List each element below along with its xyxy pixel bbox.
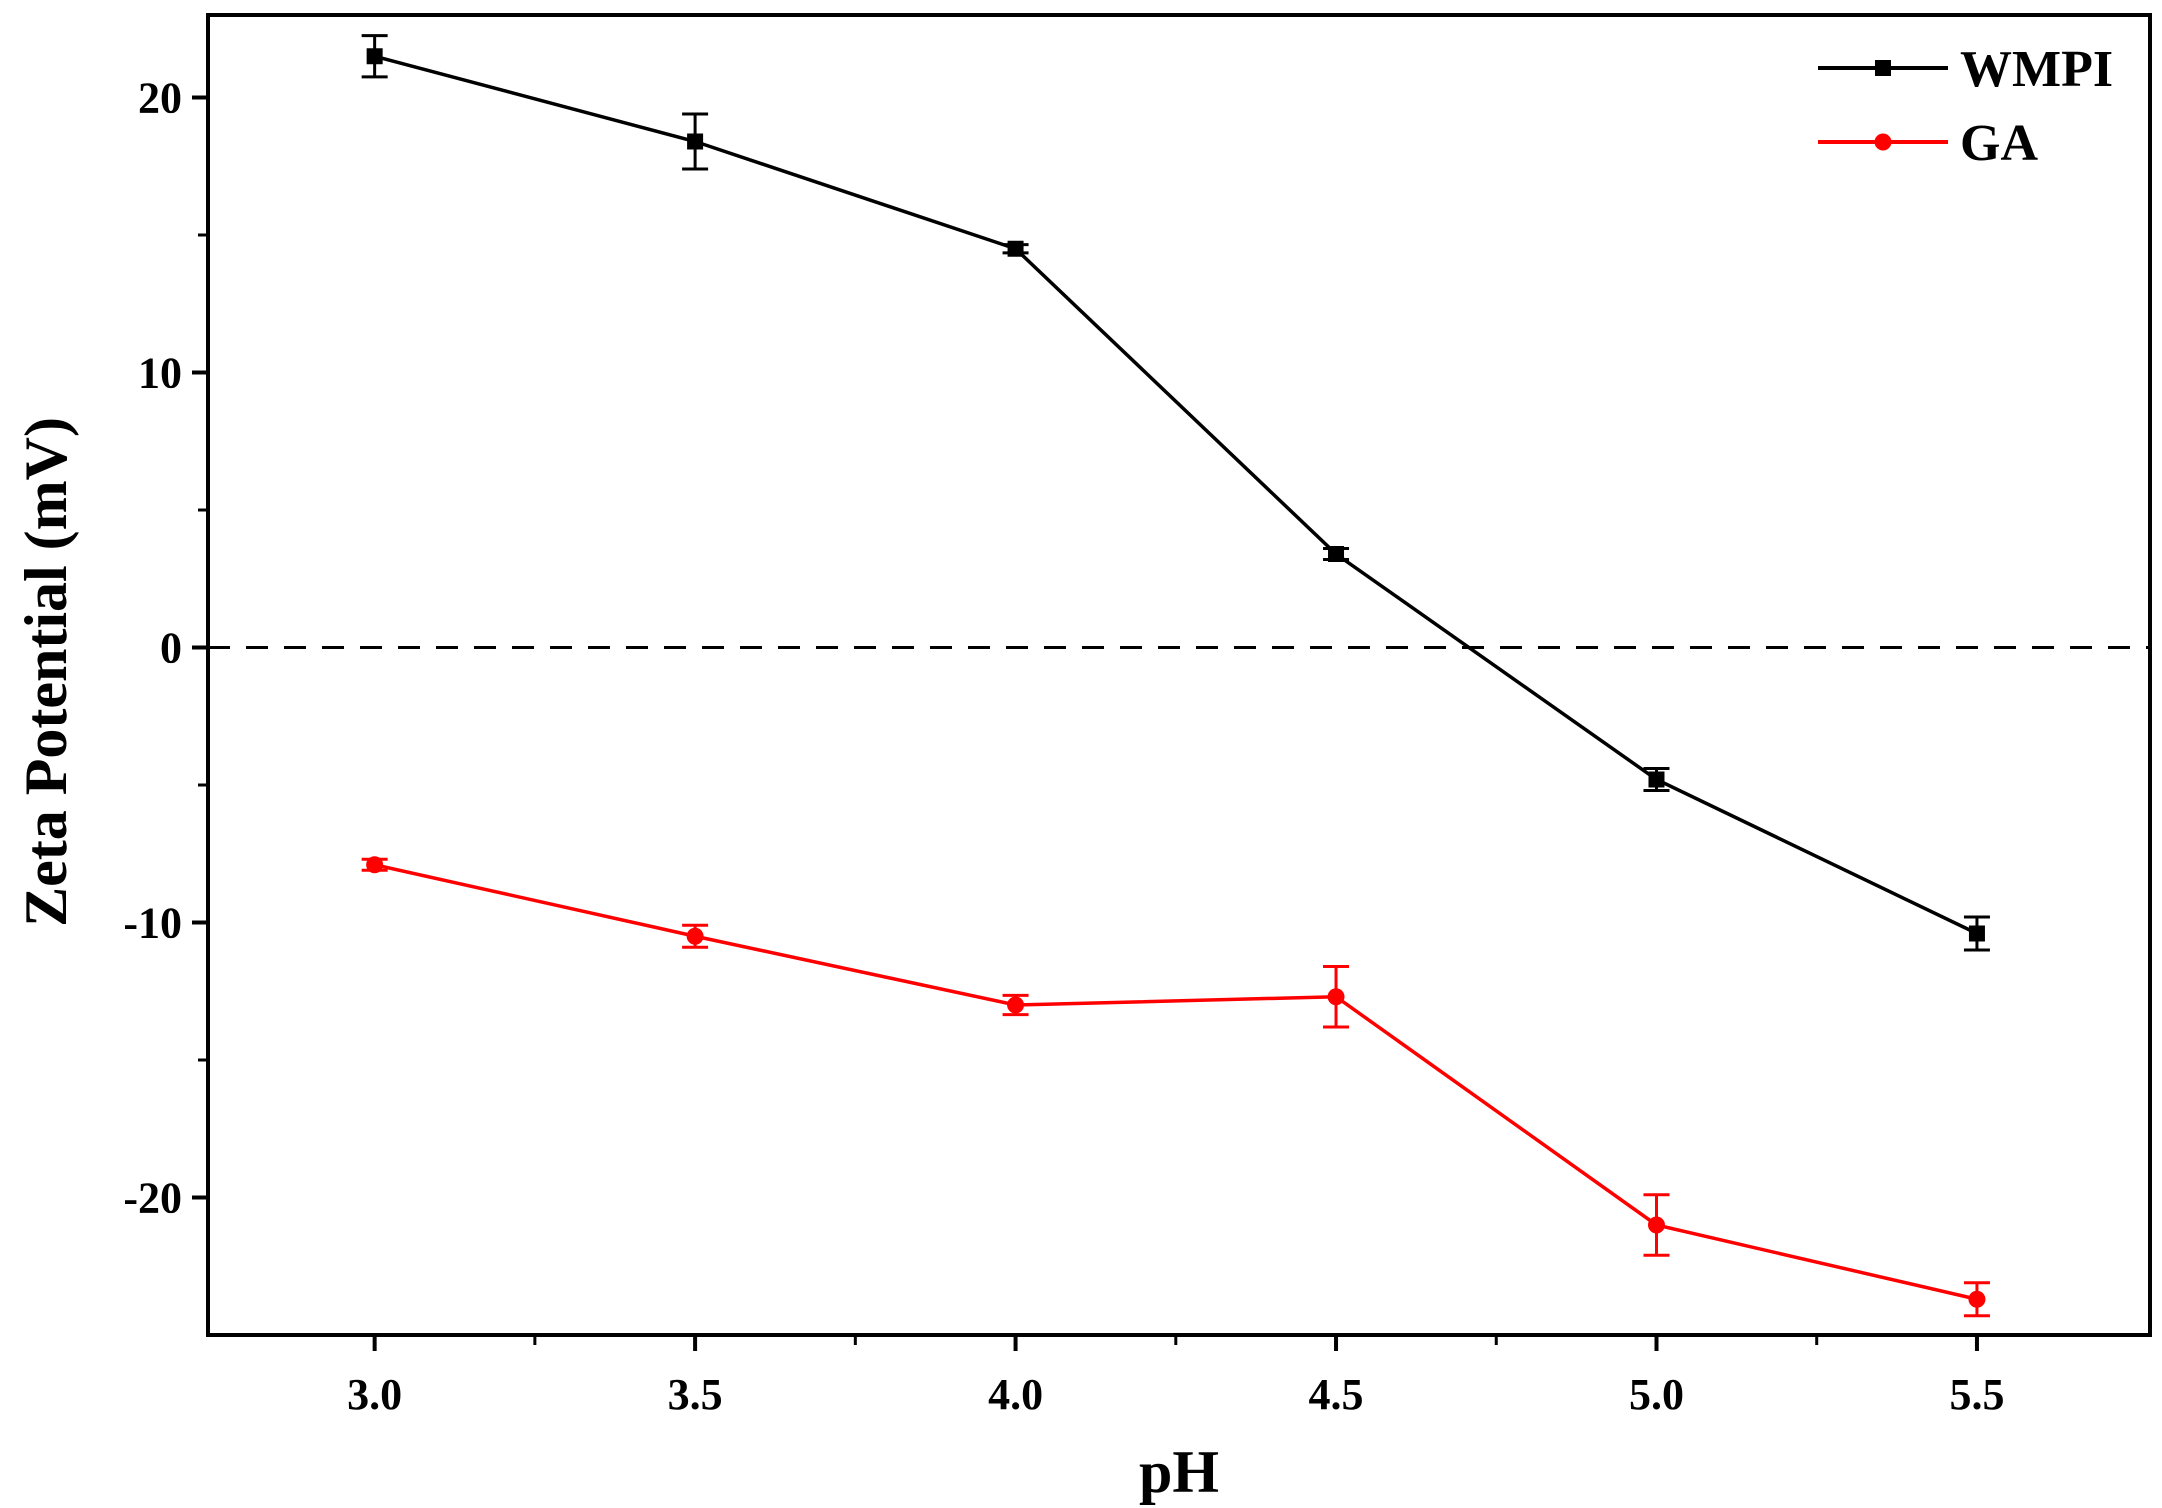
data-point-ga xyxy=(1007,996,1025,1014)
series-ga xyxy=(361,856,1990,1318)
data-point-ga xyxy=(366,856,384,874)
x-tick-label: 5.5 xyxy=(1949,1370,2004,1419)
series-line-wmpi xyxy=(374,54,1978,936)
y-axis-title: Zeta Potential (mV) xyxy=(13,417,79,927)
x-tick-label: 5.0 xyxy=(1629,1370,1684,1419)
x-tick-label: 4.0 xyxy=(988,1370,1043,1419)
y-tick-label: -20 xyxy=(123,1174,182,1223)
plot-frame xyxy=(206,13,2152,1337)
data-point-ga xyxy=(1327,988,1345,1006)
data-point-ga xyxy=(1968,1290,1986,1308)
data-point-wmpi xyxy=(687,133,704,150)
y-tick-label: 10 xyxy=(138,349,182,398)
y-tick-label: 20 xyxy=(138,74,182,123)
data-point-wmpi xyxy=(1007,240,1024,257)
data-point-wmpi xyxy=(1648,771,1665,788)
y-tick-label: -10 xyxy=(123,899,182,948)
series-wmpi xyxy=(361,34,1990,952)
series-line-ga xyxy=(374,863,1978,1301)
data-point-wmpi xyxy=(1968,925,1985,942)
data-point-ga xyxy=(686,927,704,945)
legend-item-wmpi: WMPI xyxy=(1818,41,2113,98)
data-point-wmpi xyxy=(366,48,383,65)
data-point-wmpi xyxy=(1328,546,1345,562)
legend-label-wmpi: WMPI xyxy=(1960,41,2113,98)
x-tick-label: 3.5 xyxy=(668,1370,723,1419)
legend: WMPI GA xyxy=(1818,41,2113,172)
legend-label-ga: GA xyxy=(1960,115,2038,172)
axis-ticks: 20 10 0 -10 -20 3.0 3.5 4.0 4.5 5.0 5.5 xyxy=(123,74,2004,1420)
legend-item-ga: GA xyxy=(1818,115,2038,172)
x-tick-label: 3.0 xyxy=(347,1370,402,1419)
data-point-ga xyxy=(1647,1216,1665,1234)
legend-marker-wmpi xyxy=(1875,60,1891,76)
x-axis-title: pH xyxy=(1139,1439,1219,1505)
x-tick-label: 4.5 xyxy=(1309,1370,1364,1419)
legend-marker-ga xyxy=(1874,133,1892,151)
y-tick-label: 0 xyxy=(160,624,182,673)
series-layer xyxy=(361,34,1990,1318)
